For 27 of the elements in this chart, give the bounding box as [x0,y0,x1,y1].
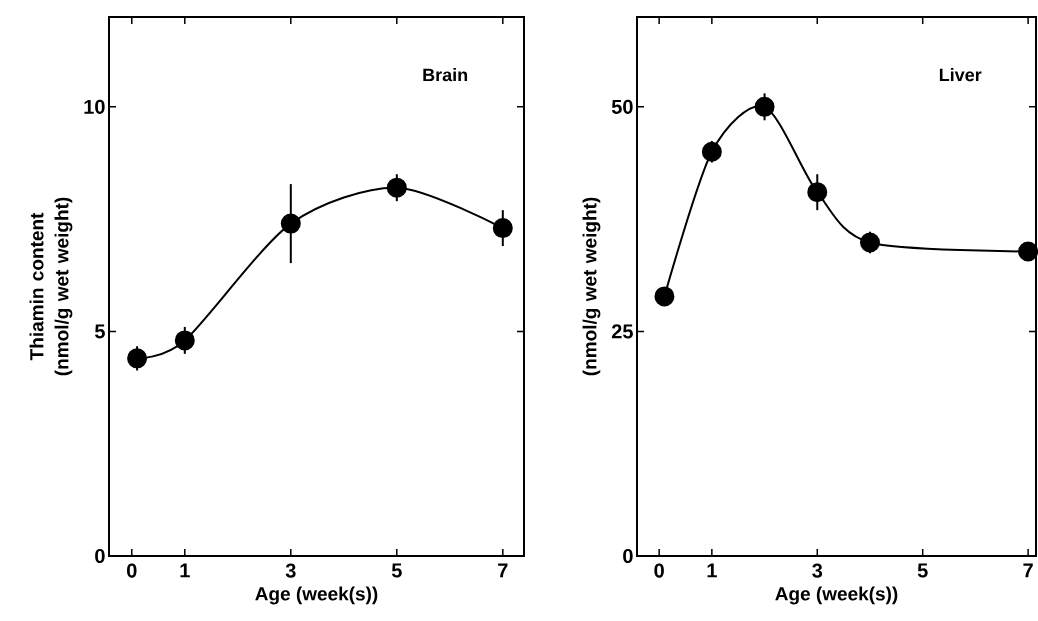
x-tick-label: 7 [1023,563,1033,578]
x-axis-title: Age (week(s)) [255,586,378,605]
x-tick-label: 3 [812,563,823,578]
point [280,213,301,234]
y-axis-title: Thiamin content (nmol/g wet weight) [29,197,73,376]
x-tick-label: 3 [285,563,296,578]
point [654,286,675,307]
annotation: Brain [423,68,468,82]
point [174,330,195,351]
y-tick-label: 10 [84,99,105,114]
y-tick-label: 0 [95,548,105,564]
x-tick-label: 7 [498,563,508,578]
x-tick-label: 5 [917,563,928,578]
x-tick-label: 5 [391,563,402,578]
x-tick-label: 0 [127,563,137,578]
x-tick-label: 0 [654,563,664,578]
annotation: Liver [939,68,982,82]
point [492,218,513,239]
y-tick-label: 25 [611,324,633,339]
x-tick-label: 1 [707,563,717,578]
point [807,182,828,203]
y-tick-label: 5 [94,324,105,339]
x-axis-title: Age (week(s)) [775,586,898,605]
y-tick-label: 0 [623,548,633,564]
y-tick-label: 50 [611,99,633,114]
x-tick-label: 1 [180,563,190,578]
y-axis-title: (nmol/g wet weight) [582,197,601,376]
